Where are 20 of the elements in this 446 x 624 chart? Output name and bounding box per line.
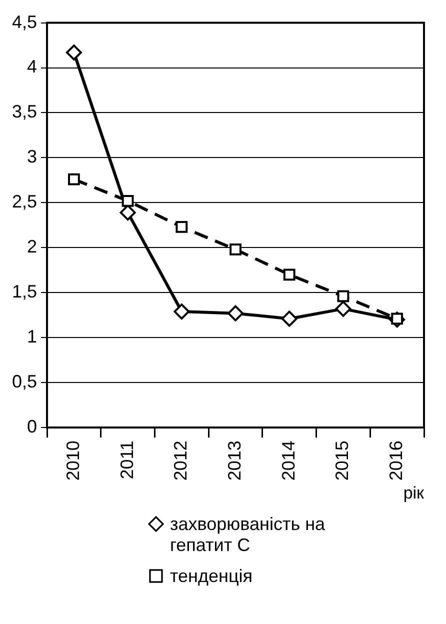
x-tick-label: 2014 (278, 440, 298, 481)
x-axis-title: рік (403, 483, 425, 502)
y-tick-label: 0 (27, 416, 38, 437)
y-tick-label: 3,5 (12, 102, 38, 122)
y-tick-label: 2 (27, 236, 38, 257)
x-tick-label: 2012 (170, 440, 191, 481)
x-tick-label: 2016 (386, 440, 406, 481)
x-tick-label: 2015 (332, 440, 352, 481)
y-tick-label: 1 (27, 326, 38, 347)
legend-label: захворюваність на гепатит С (170, 514, 326, 556)
y-tick-label: 4,5 (12, 12, 38, 32)
y-tick-label: 3 (27, 146, 38, 167)
x-tick-label: 2011 (116, 440, 137, 480)
y-tick-label: 1,5 (12, 282, 38, 302)
y-tick-label: 4 (27, 56, 38, 77)
x-tick-label: 2013 (224, 440, 244, 481)
y-tick-label: 0,5 (12, 372, 38, 392)
y-tick-label: 2,5 (12, 192, 38, 212)
x-tick-label: 2010 (62, 440, 83, 481)
legend-label: тенденція (170, 566, 253, 587)
